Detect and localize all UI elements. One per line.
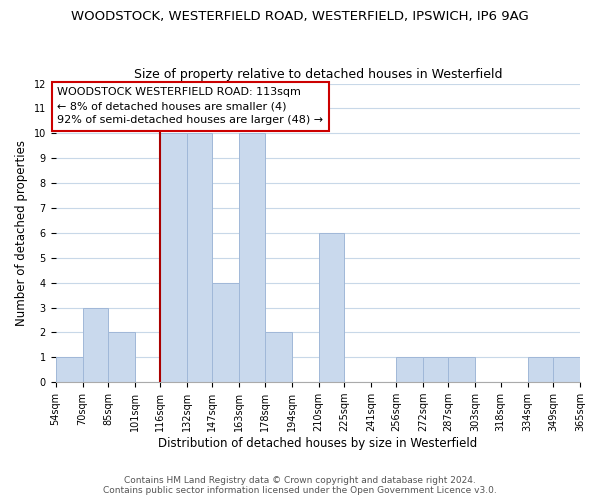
Bar [553, 358, 580, 382]
Bar [187, 134, 212, 382]
Text: Contains HM Land Registry data © Crown copyright and database right 2024.
Contai: Contains HM Land Registry data © Crown c… [103, 476, 497, 495]
Y-axis label: Number of detached properties: Number of detached properties [15, 140, 28, 326]
Text: WOODSTOCK WESTERFIELD ROAD: 113sqm
← 8% of detached houses are smaller (4)
92% o: WOODSTOCK WESTERFIELD ROAD: 113sqm ← 8% … [58, 88, 323, 126]
Bar [239, 134, 265, 382]
Bar [528, 358, 553, 382]
Bar [56, 358, 83, 382]
Bar [448, 358, 475, 382]
Bar [423, 358, 448, 382]
Bar [160, 134, 187, 382]
X-axis label: Distribution of detached houses by size in Westerfield: Distribution of detached houses by size … [158, 437, 478, 450]
Bar [265, 332, 292, 382]
Bar [83, 308, 108, 382]
Bar [108, 332, 135, 382]
Bar [396, 358, 423, 382]
Bar [580, 358, 600, 382]
Text: WOODSTOCK, WESTERFIELD ROAD, WESTERFIELD, IPSWICH, IP6 9AG: WOODSTOCK, WESTERFIELD ROAD, WESTERFIELD… [71, 10, 529, 23]
Bar [319, 233, 344, 382]
Bar [212, 282, 239, 382]
Title: Size of property relative to detached houses in Westerfield: Size of property relative to detached ho… [134, 68, 502, 81]
